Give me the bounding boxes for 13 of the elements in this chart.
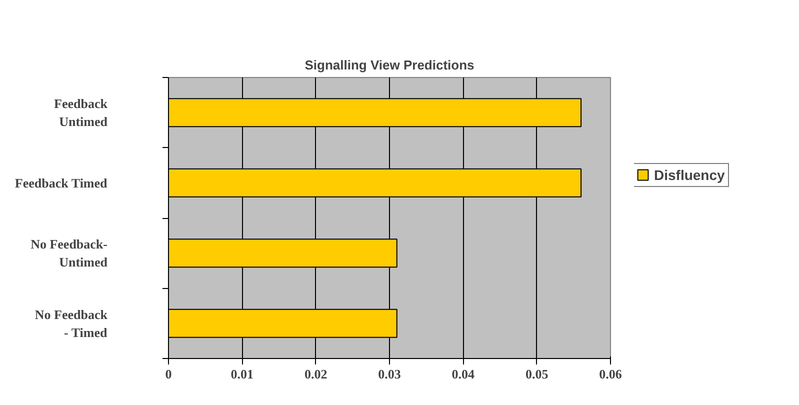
y-tick-label: No Feedback - Timed (34, 306, 108, 340)
x-tick-label: 0.05 (525, 366, 549, 382)
y-tick-label: Feedback Timed (14, 175, 108, 190)
x-tick-label: 0.03 (378, 366, 402, 382)
x-tick-label: 0 (165, 366, 172, 382)
y-tick-label: No Feedback-Untimed (30, 236, 108, 270)
x-tick-label: 0.01 (230, 366, 254, 382)
x-tick-label: 0.04 (452, 366, 476, 382)
x-tick-label: 0.02 (304, 366, 328, 382)
chart-title: Signalling View Predictions (304, 58, 474, 72)
y-tick-label: Feedback Untimed (54, 96, 108, 130)
legend-label: Disfluency (654, 166, 725, 182)
x-tick-label: 0.06 (599, 366, 622, 382)
